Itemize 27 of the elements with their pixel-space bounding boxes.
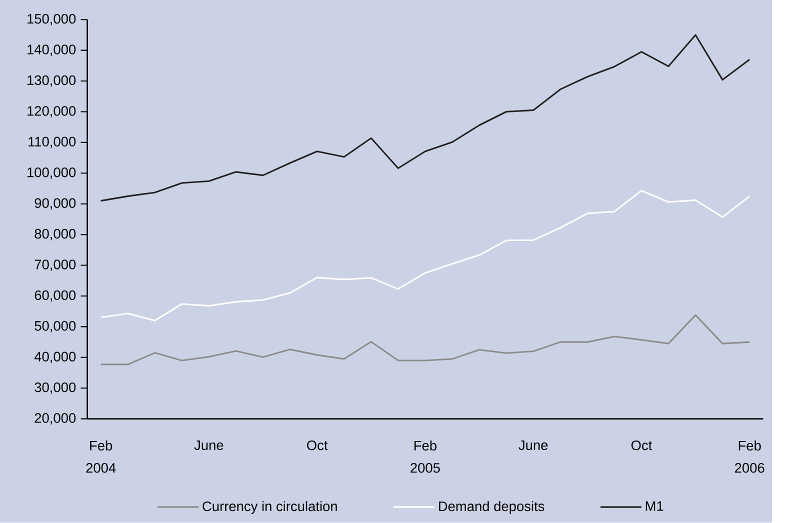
line-series bbox=[100, 314, 750, 366]
y-tick-label: 50,000 bbox=[34, 321, 76, 332]
y-tick-label: 40,000 bbox=[34, 352, 76, 364]
x-tick-label: Feb 2005 bbox=[410, 440, 440, 473]
line-series bbox=[100, 34, 750, 202]
legend-label: M1 bbox=[646, 501, 664, 511]
x-tick-label: Oct bbox=[631, 440, 652, 450]
x-tick-label: Oct bbox=[307, 440, 328, 450]
x-tick-label: Feb 2004 bbox=[86, 440, 116, 473]
x-tick-label: Feb 2006 bbox=[735, 440, 764, 473]
y-tick-label: 30,000 bbox=[34, 382, 76, 394]
y-tick-label: 130,000 bbox=[28, 75, 76, 87]
line-series bbox=[100, 190, 750, 322]
x-tick-label: June bbox=[194, 440, 224, 450]
y-tick-label: 140,000 bbox=[28, 44, 76, 56]
y-tick-label: 90,000 bbox=[34, 198, 76, 210]
y-tick-label: 100,000 bbox=[28, 168, 76, 179]
legend-label: Currency in circulation bbox=[202, 501, 337, 514]
y-tick-label: 110,000 bbox=[28, 136, 76, 148]
y-tick-label: 120,000 bbox=[28, 106, 76, 118]
y-tick-label: 70,000 bbox=[34, 260, 76, 272]
y-tick-label: 80,000 bbox=[34, 229, 76, 240]
y-tick-label: 60,000 bbox=[34, 290, 76, 302]
legend-label: Demand deposits bbox=[439, 501, 544, 514]
x-tick-label: June bbox=[518, 440, 548, 450]
y-tick-label: 20,000 bbox=[34, 413, 76, 425]
y-tick-label: 150,000 bbox=[28, 14, 76, 26]
